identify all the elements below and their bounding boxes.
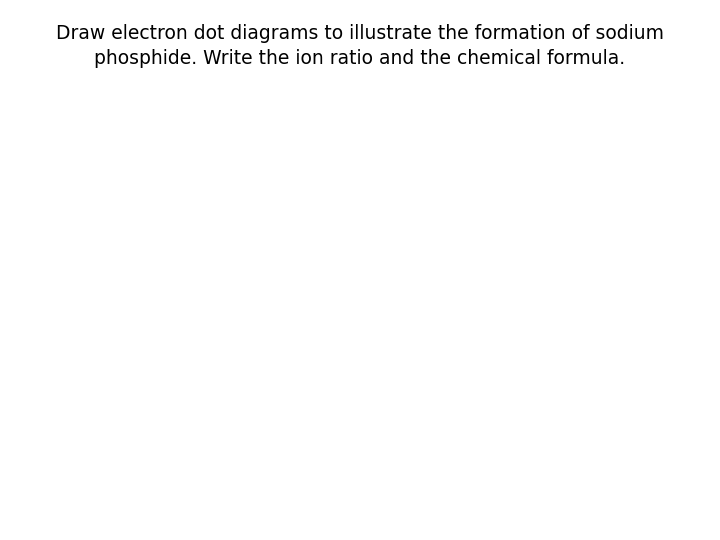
Text: Draw electron dot diagrams to illustrate the formation of sodium
phosphide. Writ: Draw electron dot diagrams to illustrate… (56, 24, 664, 68)
